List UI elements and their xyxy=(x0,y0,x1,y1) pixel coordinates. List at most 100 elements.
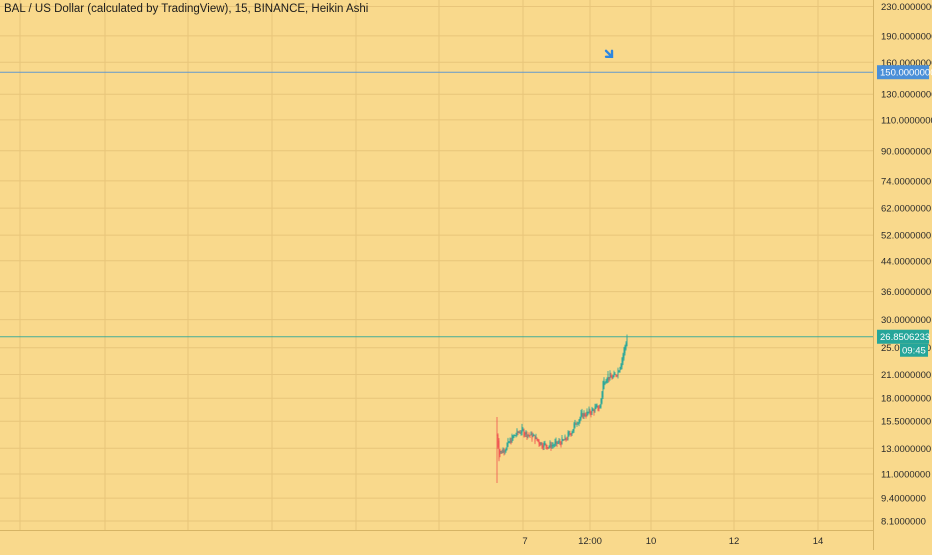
y-tick-label: 110.0000000 xyxy=(881,115,932,126)
candle xyxy=(513,434,515,438)
candle xyxy=(596,404,598,408)
candle xyxy=(502,448,504,453)
candle xyxy=(549,441,551,447)
candle xyxy=(541,443,543,448)
candle xyxy=(558,440,560,443)
candle xyxy=(561,437,563,445)
candle xyxy=(560,442,562,447)
candle xyxy=(606,378,608,383)
candle xyxy=(611,376,613,380)
candles xyxy=(496,334,628,483)
candle xyxy=(543,442,545,448)
candle xyxy=(587,412,589,414)
candle xyxy=(531,433,533,440)
candle xyxy=(500,451,502,453)
candle xyxy=(550,444,552,449)
candle xyxy=(571,431,573,435)
candle xyxy=(544,442,546,445)
candle xyxy=(555,439,557,444)
y-tick-label: 52.0000000 xyxy=(881,231,931,242)
y-tick-label: 11.0000000 xyxy=(881,469,931,480)
candle xyxy=(567,432,569,440)
y-axis: 230.0000000 190.0000000 160.0000000 130.000… xyxy=(0,2,932,528)
candle xyxy=(552,445,554,446)
candle xyxy=(575,423,577,425)
candle xyxy=(508,442,510,443)
y-tick-label: 8.1000000 xyxy=(881,517,926,528)
candle xyxy=(522,429,524,431)
y-tick-label: 44.0000000 xyxy=(881,256,931,267)
candle xyxy=(525,430,527,435)
candle xyxy=(570,433,572,436)
x-tick-label: 7 xyxy=(522,536,527,547)
candle xyxy=(534,435,536,443)
candle xyxy=(626,337,628,347)
candle xyxy=(537,438,539,442)
x-tick-label: 14 xyxy=(813,536,824,547)
candle xyxy=(576,423,578,425)
candle xyxy=(564,436,566,441)
candle xyxy=(601,391,603,403)
candle xyxy=(592,409,594,411)
candle xyxy=(503,450,505,453)
candle xyxy=(533,434,535,436)
candle xyxy=(602,381,604,398)
candle xyxy=(509,438,511,443)
candle xyxy=(584,414,586,416)
y-tick-label: 18.0000000 xyxy=(881,394,931,405)
candle xyxy=(624,345,626,354)
candle xyxy=(588,408,590,413)
y-tick-label: 160.0000000 xyxy=(881,58,932,69)
candle xyxy=(521,426,523,433)
candle xyxy=(505,448,507,452)
arrow-down-right-icon xyxy=(604,49,614,58)
candle xyxy=(590,411,592,415)
candle xyxy=(613,372,615,377)
candle xyxy=(582,413,584,419)
candle xyxy=(538,440,540,445)
candle xyxy=(591,408,593,414)
candle xyxy=(526,432,528,439)
candle xyxy=(512,436,514,439)
candle xyxy=(614,374,616,376)
candle xyxy=(545,443,547,447)
candle xyxy=(607,373,609,381)
candle xyxy=(618,371,620,373)
candle xyxy=(568,431,570,436)
arrow-stroke xyxy=(604,49,614,58)
candle xyxy=(527,434,529,436)
candle xyxy=(501,451,503,454)
candle xyxy=(547,447,549,448)
candle xyxy=(608,377,610,380)
candle xyxy=(530,432,532,436)
candle xyxy=(556,441,558,445)
y-tick-label: 15.5000000 xyxy=(881,417,931,428)
candle xyxy=(625,343,627,350)
candle xyxy=(572,429,574,434)
candle xyxy=(603,378,605,390)
candle xyxy=(532,435,534,437)
candle xyxy=(510,440,512,444)
candle xyxy=(589,410,591,414)
price-label: 26.8506233 xyxy=(880,332,930,343)
y-tick-label: 190.0000000 xyxy=(881,31,932,42)
candle xyxy=(529,435,531,436)
candle xyxy=(536,437,538,441)
candle xyxy=(559,441,561,443)
candle xyxy=(548,446,550,448)
y-tick-label: 9.4000000 xyxy=(881,494,926,505)
candle xyxy=(523,429,525,437)
candle xyxy=(506,443,508,450)
candle xyxy=(562,439,564,441)
candle xyxy=(504,450,506,452)
candle xyxy=(623,347,625,359)
y-tick-label: 62.0000000 xyxy=(881,204,931,215)
candle xyxy=(573,423,575,432)
candle xyxy=(620,364,622,370)
candle xyxy=(553,445,555,447)
y-tick-label: 90.0000000 xyxy=(881,146,931,157)
chart-title: BAL / US Dollar (calculated by TradingVi… xyxy=(4,3,369,15)
candle xyxy=(577,423,579,425)
